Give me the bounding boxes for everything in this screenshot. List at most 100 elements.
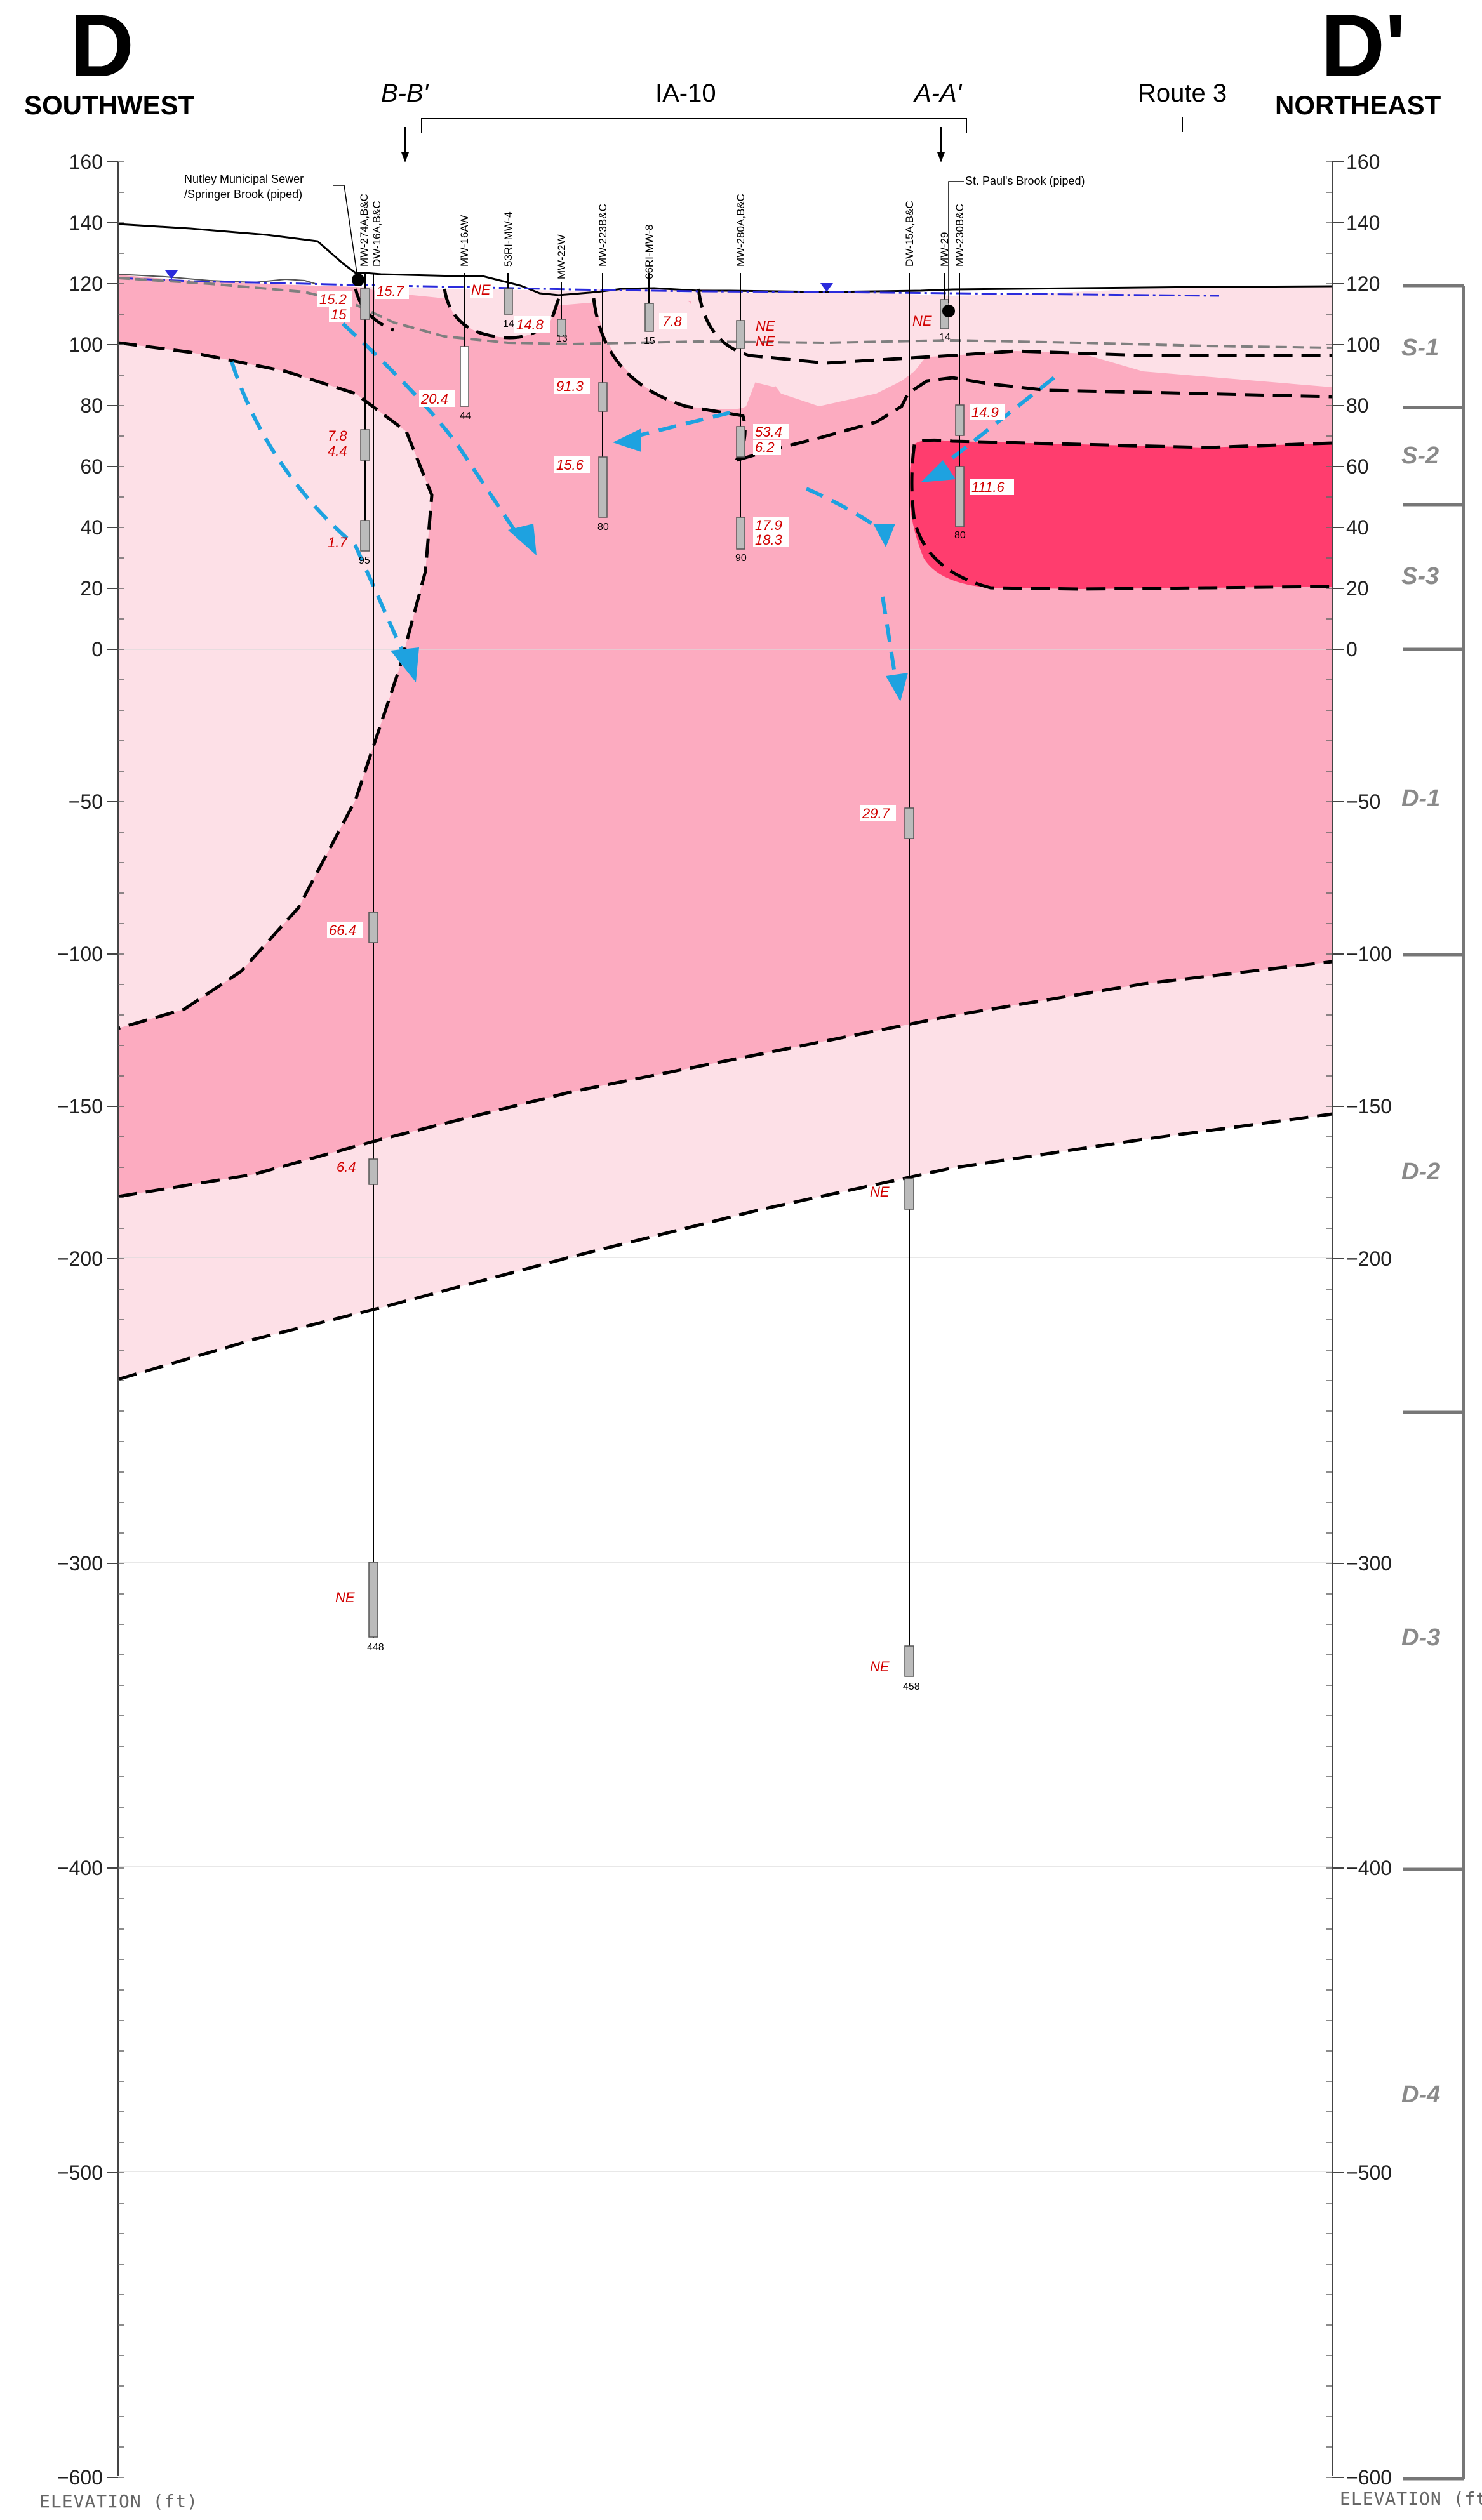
concentration-value: NE xyxy=(870,1659,890,1674)
brook-pipe-symbol xyxy=(942,305,955,317)
concentration-value: 7.8 xyxy=(328,428,347,444)
well-label: 53RI-MW-4 xyxy=(502,211,514,267)
well-depth: 14 xyxy=(939,332,951,343)
sewer-note: /Springer Brook (piped) xyxy=(184,188,302,201)
flow-arrowhead-4 xyxy=(873,524,895,547)
axis-tick-label: −150 xyxy=(57,1095,103,1118)
concentration-value: NE xyxy=(756,318,775,334)
route-label: Route 3 xyxy=(1138,79,1227,107)
well-screen xyxy=(504,288,513,315)
axis-tick-label: 140 xyxy=(1346,211,1380,234)
axis-tick-label: −200 xyxy=(57,1247,103,1270)
contour-upper-right-top xyxy=(697,288,1332,365)
unit-label: D-4 xyxy=(1401,2081,1440,2108)
well-screen xyxy=(360,520,370,552)
ground-surface xyxy=(117,223,1333,296)
well-depth: 458 xyxy=(903,1681,920,1692)
well-screen xyxy=(736,426,745,458)
well-label: MW-223B&C xyxy=(597,204,609,267)
well-screen xyxy=(368,1158,378,1185)
axis-tick-label: −600 xyxy=(1346,2466,1392,2489)
conc-label-bg xyxy=(970,404,1005,420)
direction-left: SOUTHWEST xyxy=(24,90,195,120)
conc-label-bg xyxy=(514,316,550,333)
unit-label: D-3 xyxy=(1401,1624,1440,1651)
well-depths: 95 448 44 14 13 80 15 90 458 14 80 xyxy=(359,319,966,1692)
flow-arrow-2 xyxy=(341,322,523,541)
axis-tick-label: −400 xyxy=(57,1857,103,1880)
concentration-value: 20.4 xyxy=(420,391,448,407)
well-depth: 80 xyxy=(597,522,609,533)
conc-label-bg xyxy=(753,424,789,439)
axis-tick-label: 80 xyxy=(1346,394,1369,417)
axis-title-left: ELEVATION (ft) xyxy=(39,2491,198,2512)
well-depth: 90 xyxy=(735,553,747,564)
conc-label-bg xyxy=(317,291,352,307)
well-label: MW-16AW xyxy=(458,215,471,267)
water-table xyxy=(117,277,1220,297)
well-label: MW-280A,B&C xyxy=(735,194,747,267)
well-screen xyxy=(598,456,608,518)
header: D D' SOUTHWEST NORTHEAST B-B' IA-10 A-A'… xyxy=(24,0,1441,162)
unit-label: S-1 xyxy=(1401,335,1439,361)
left-axis-minor-ticks xyxy=(118,161,124,2478)
axis-tick-label: 60 xyxy=(1346,455,1369,478)
well-screen xyxy=(460,346,469,407)
axis-tick-label: −400 xyxy=(1346,1857,1392,1880)
conc-label-bg xyxy=(860,805,896,821)
axis-tick-label: 20 xyxy=(80,577,103,600)
well-label: DW-16A,B&C xyxy=(371,201,383,267)
concentration-value: 17.9 xyxy=(755,517,782,533)
flow-arrowhead-1 xyxy=(391,647,419,682)
conc-label-bg xyxy=(753,517,789,533)
axis-tick-label: 0 xyxy=(1346,638,1358,661)
axis-tick-label: 160 xyxy=(69,150,103,173)
well-screen xyxy=(955,466,965,527)
conc-label-bg xyxy=(554,378,590,394)
contour-high xyxy=(910,438,1333,591)
well-screen xyxy=(736,517,745,550)
concentration-value: 53.4 xyxy=(755,424,782,440)
concentration-labels: 15.2 15 15.7 7.8 4.4 1.7 66.4 6.4 NE NE … xyxy=(317,281,1014,1674)
axis-tick-label: −500 xyxy=(1346,2161,1392,2184)
well-depth: 15 xyxy=(644,336,655,347)
axis-tick-label: −50 xyxy=(69,790,103,813)
grey-dashed-line xyxy=(117,277,1333,349)
well-screen xyxy=(368,1562,378,1638)
flow-arrowhead-6 xyxy=(921,460,956,482)
concentration-value: NE xyxy=(471,282,491,298)
flow-arrowhead-2 xyxy=(508,524,537,555)
axis-tick-label: 80 xyxy=(80,394,103,417)
water-table-marker-left xyxy=(165,270,178,279)
well-depth: 448 xyxy=(367,1642,384,1653)
axis-tick-label: −150 xyxy=(1346,1095,1392,1118)
axis-tick-label: 140 xyxy=(69,211,103,234)
conc-label-bg xyxy=(419,390,455,407)
plume-window-left xyxy=(118,343,432,1028)
axis-tick-label: −600 xyxy=(57,2466,103,2489)
conc-label-bg xyxy=(753,532,789,547)
concentration-value: 15.2 xyxy=(319,291,347,307)
wells xyxy=(352,273,965,1677)
right-axis-major-ticks xyxy=(1332,161,1344,2478)
well-label: MW-22W xyxy=(556,234,568,279)
well-screen xyxy=(368,912,378,943)
axis-tick-label: 40 xyxy=(1346,516,1369,539)
unit-label: S-2 xyxy=(1401,442,1439,469)
concentration-value: 6.4 xyxy=(337,1159,356,1175)
area-bracket xyxy=(421,118,967,133)
contour-lines xyxy=(117,288,1333,1381)
flow-arrow-1 xyxy=(230,361,408,661)
right-axis-minor-ticks xyxy=(1326,161,1332,2478)
well-depth: 80 xyxy=(954,530,966,541)
concentration-value: 91.3 xyxy=(556,378,584,394)
direction-right: NORTHEAST xyxy=(1275,90,1441,120)
section-letter-right: D' xyxy=(1321,0,1406,95)
axis-tick-label: 160 xyxy=(1346,150,1380,173)
well-screen xyxy=(955,404,965,436)
axis-tick-label: −300 xyxy=(57,1552,103,1575)
well-label: MW-274A,B&C xyxy=(358,194,370,267)
contour-upper-right xyxy=(736,376,1333,462)
concentration-value: NE xyxy=(335,1589,355,1605)
right-axis: 160 140 120 100 80 60 40 20 0 −50 −100 −150 −200 −300… xyxy=(1326,150,1392,2489)
